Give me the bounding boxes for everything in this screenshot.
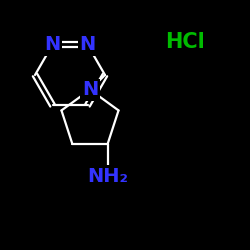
Text: N: N <box>80 35 96 54</box>
Text: N: N <box>44 35 61 54</box>
Text: N: N <box>82 80 98 99</box>
Text: HCl: HCl <box>165 32 205 52</box>
Text: NH₂: NH₂ <box>87 167 128 186</box>
